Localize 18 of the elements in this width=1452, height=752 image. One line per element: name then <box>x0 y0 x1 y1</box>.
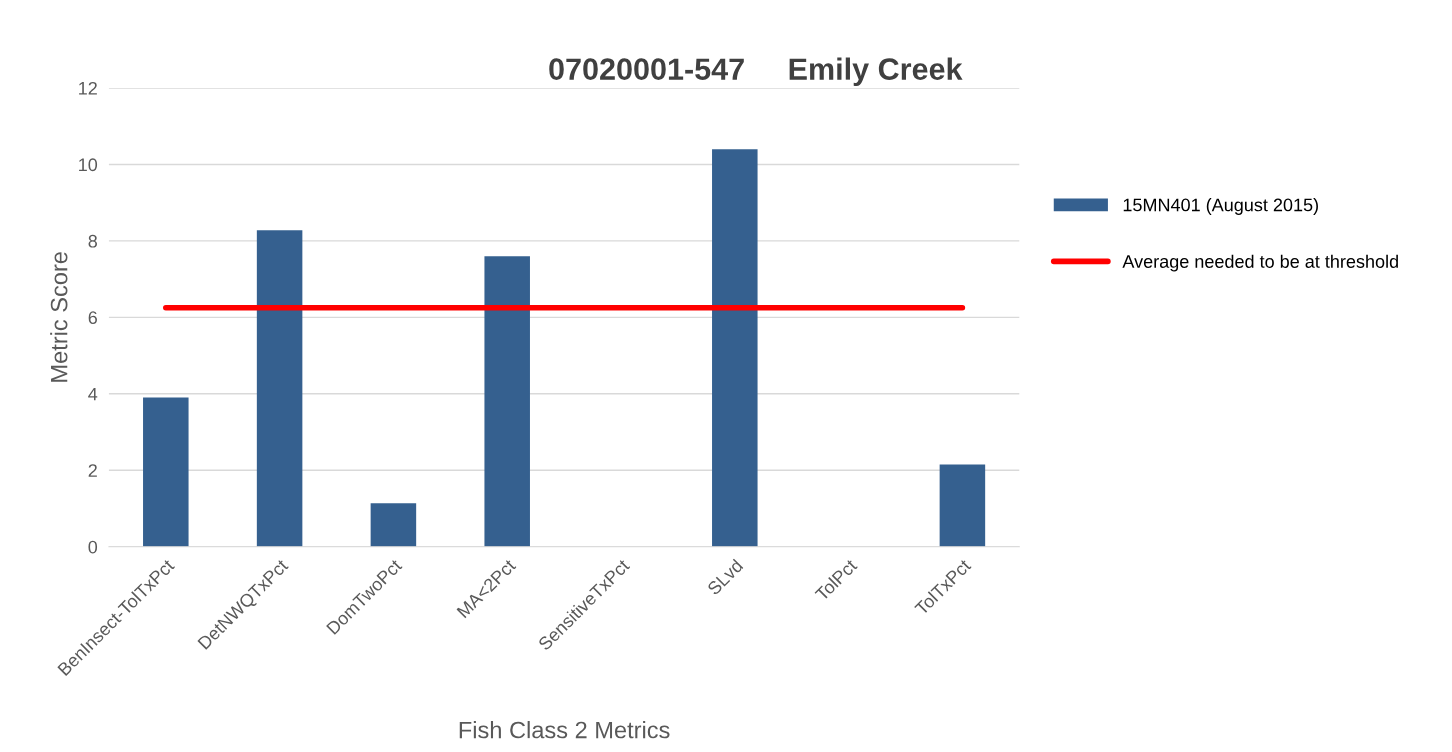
bar <box>712 149 758 547</box>
y-tick-label: 2 <box>88 464 97 477</box>
legend-label: 15MN401 (August 2015) <box>1123 198 1318 215</box>
y-tick-label: 4 <box>88 387 98 401</box>
y-tick-label: 8 <box>88 234 97 248</box>
bar <box>370 503 417 547</box>
y-tick-label: 0 <box>88 540 98 554</box>
y-tick-label: 10 <box>79 158 98 172</box>
bar <box>939 464 986 547</box>
chart-title: 07020001-547 Emily Creek <box>549 57 963 86</box>
y-axis-title: Metric Score <box>50 252 68 382</box>
bar <box>484 256 530 547</box>
y-tick-label: 12 <box>79 81 97 95</box>
legend-label: Average needed to be at threshold <box>1122 254 1398 272</box>
bar <box>256 230 303 547</box>
x-axis-title: Fish Class 2 Metrics <box>459 721 670 739</box>
bar <box>143 397 189 547</box>
y-tick-label: 6 <box>88 311 97 325</box>
